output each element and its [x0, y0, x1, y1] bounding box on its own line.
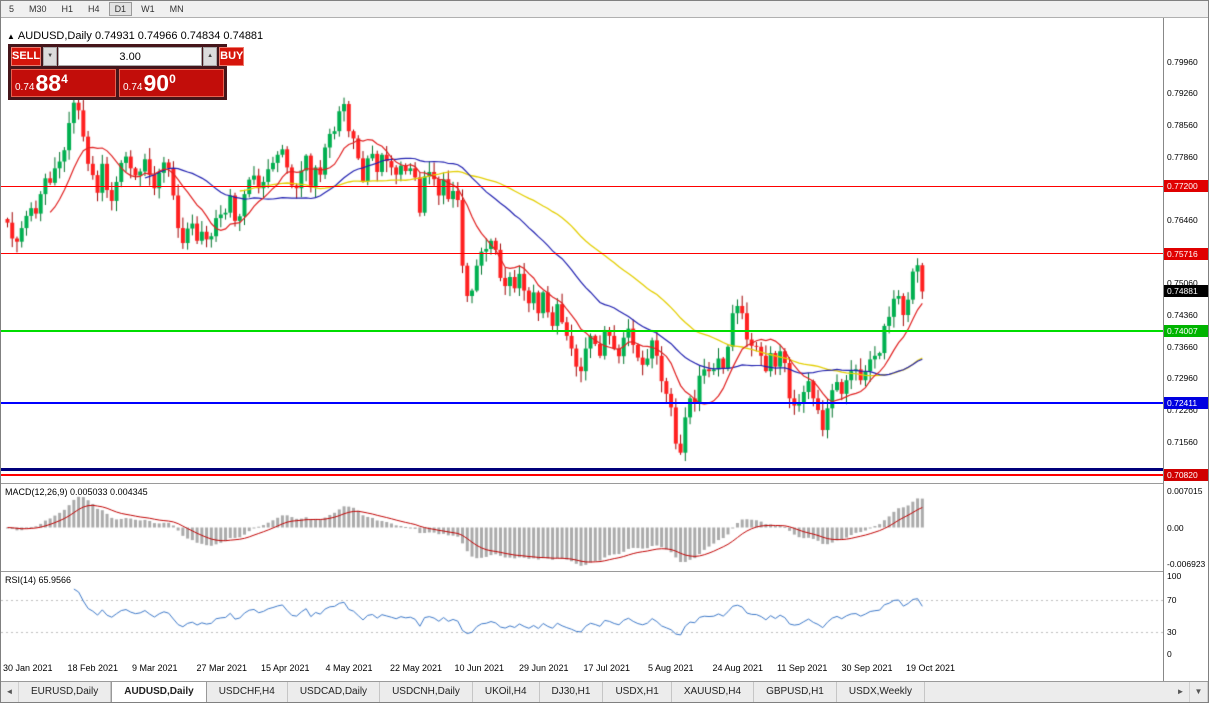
sell-price-prefix: 0.74	[15, 82, 35, 93]
rsi-indicator-label: RSI(14) 65.9566	[5, 575, 72, 585]
buy-price-big-digits: 90	[143, 70, 170, 96]
date-axis-label: 18 Feb 2021	[67, 663, 119, 673]
tab-menu-icon[interactable]: ▼	[1190, 682, 1208, 702]
sell-price-pip-digit: 4	[61, 72, 68, 86]
buy-price-prefix: 0.74	[123, 82, 143, 93]
current-price-badge: 0.74881	[1164, 285, 1208, 298]
chart-ohlc-values: 0.74931 0.74966 0.74834 0.74881	[94, 30, 264, 42]
date-axis-label: 4 May 2021	[325, 663, 373, 673]
price-level-badge: 0.77200	[1164, 180, 1208, 193]
rsi-panel-divider[interactable]	[1, 571, 1165, 572]
buy-price-pip-digit: 0	[169, 72, 176, 86]
volume-stepper: ▼ ▲	[43, 47, 218, 66]
date-axis-label: 5 Aug 2021	[648, 663, 694, 673]
price-axis-label: 0.73660	[1167, 341, 1198, 352]
price-level-badge: 0.72411	[1164, 397, 1208, 410]
chart-symbol-label: AUDUSD,Daily	[17, 30, 92, 42]
date-axis-label: 30 Jan 2021	[3, 663, 53, 673]
horizontal-level-line[interactable]	[1, 474, 1165, 477]
price-axis-label: 0.79260	[1167, 88, 1198, 99]
horizontal-level-line[interactable]	[1, 185, 1165, 187]
sell-price-display[interactable]: 0.74 88 4	[11, 69, 116, 97]
date-axis-label: 27 Mar 2021	[196, 663, 248, 673]
chart-tabs: EURUSD,Daily AUDUSD,Daily USDCHF,H4 USDCAD,…	[19, 682, 926, 702]
rsi-axis-label: 100	[1167, 571, 1182, 581]
date-axis-label: 11 Sep 2021	[777, 663, 828, 673]
timeframe-button-d1[interactable]: D1	[108, 2, 133, 16]
chart-tab-gbpusd-h1[interactable]: GBPUSD,H1	[754, 682, 837, 702]
rsi-axis-label: 30	[1167, 627, 1177, 637]
chart-tab-usdx-weekly[interactable]: USDX,Weekly	[837, 682, 926, 702]
volume-input[interactable]	[58, 47, 203, 66]
chart-tab-bar: ◄ EURUSD,Daily AUDUSD,Daily USDCHF,H4 USDCA…	[1, 681, 1208, 702]
horizontal-level-line[interactable]	[1, 330, 1165, 332]
date-axis-label: 19 Oct 2021	[906, 663, 956, 673]
horizontal-level-line[interactable]	[1, 253, 1165, 255]
rsi-axis-label: 70	[1167, 595, 1177, 605]
chart-tab-usdcad-daily[interactable]: USDCAD,Daily	[288, 682, 381, 702]
chart-region: ▲ AUDUSD,Daily 0.74931 0.74966 0.74834 0.…	[1, 18, 1208, 683]
price-axis-label: 0.75060	[1167, 278, 1198, 289]
price-axis-label: 0.72260	[1167, 405, 1198, 416]
timeframe-button-h4[interactable]: H4	[88, 4, 100, 14]
chart-tab-ukoil-h4[interactable]: UKOil,H4	[473, 682, 540, 702]
buy-button[interactable]: BUY	[219, 47, 245, 66]
date-axis-label: 15 Apr 2021	[261, 663, 310, 673]
buy-price-display[interactable]: 0.74 90 0	[119, 69, 224, 97]
timeframe-toolbar: 5 M30 H1 H4 D1 W1 MN	[1, 1, 1208, 18]
macd-axis-label: -0.006923	[1167, 558, 1206, 569]
timeframe-button-m30[interactable]: M30	[29, 4, 47, 14]
timeframe-button-mn[interactable]: MN	[169, 4, 184, 14]
macd-panel-divider[interactable]	[1, 483, 1165, 484]
one-click-trading-panel: SELL ▼ ▲ BUY 0.74 88 4 0.74	[8, 44, 245, 100]
chart-tab-audusd-daily[interactable]: AUDUSD,Daily	[111, 682, 207, 702]
chart-tab-eurusd-daily[interactable]: EURUSD,Daily	[19, 682, 112, 702]
price-axis-label: 0.71560	[1167, 436, 1198, 447]
price-level-badge: 0.75716	[1164, 247, 1208, 260]
horizontal-level-line[interactable]	[1, 402, 1165, 405]
chart-tab-dj30-h1[interactable]: DJ30,H1	[540, 682, 604, 702]
rsi-axis-label: 0	[1167, 649, 1172, 659]
date-axis-label: 30 Sep 2021	[841, 663, 893, 673]
horizontal-level-line[interactable]	[1, 467, 1165, 471]
timeframe-button-5[interactable]: 5	[9, 4, 15, 14]
chart-plot-area[interactable]: ▲ AUDUSD,Daily 0.74931 0.74966 0.74834 0.…	[1, 18, 1165, 683]
macd-indicator-label: MACD(12,26,9) 0.005033 0.004345	[5, 487, 148, 497]
chart-tab-usdcnh-daily[interactable]: USDCNH,Daily	[380, 682, 473, 702]
chart-symbol-marker-icon: ▲	[7, 32, 15, 41]
date-axis-label: 24 Aug 2021	[712, 663, 764, 673]
timeframe-button-w1[interactable]: W1	[141, 4, 155, 14]
price-axis-label: 0.79960	[1167, 56, 1198, 67]
sell-button[interactable]: SELL	[11, 47, 42, 66]
macd-axis-label: 0.00	[1167, 522, 1184, 533]
price-axis-label: 0.78560	[1167, 119, 1198, 130]
price-axis-label: 0.74360	[1167, 310, 1198, 320]
timeframe-button-h1[interactable]: H1	[61, 4, 74, 14]
date-axis-label: 17 Jul 2021	[583, 663, 631, 673]
chart-tab-xauusd-h4[interactable]: XAUUSD,H4	[672, 682, 755, 702]
volume-decrease-icon[interactable]: ▼	[43, 47, 58, 66]
volume-increase-icon[interactable]: ▲	[203, 47, 218, 66]
price-level-badge: 0.74007	[1164, 325, 1208, 337]
macd-axis-label: 0.007015	[1167, 486, 1203, 496]
sell-price-big-digits: 88	[35, 70, 62, 96]
date-axis[interactable]: 30 Jan 2021 18 Feb 2021 9 Mar 2021 27 Mar 2…	[1, 658, 1165, 683]
tab-scroll-right-icon[interactable]: ►	[1172, 682, 1190, 702]
chart-tab-usdx-h1[interactable]: USDX,H1	[603, 682, 672, 702]
date-axis-label: 9 Mar 2021	[132, 663, 178, 673]
chart-canvas[interactable]	[1, 18, 1165, 658]
chart-tab-usdchf-h4[interactable]: USDCHF,H4	[207, 682, 288, 702]
tab-bar-spacer	[925, 682, 1172, 702]
price-axis[interactable]: 0.799600.792600.785600.778600.771600.764…	[1163, 18, 1208, 681]
price-axis-label: 0.77860	[1167, 151, 1198, 162]
chart-title: ▲ AUDUSD,Daily 0.74931 0.74966 0.74834 0.…	[7, 30, 263, 42]
price-axis-label: 0.76460	[1167, 214, 1198, 225]
tab-scroll-left-icon[interactable]: ◄	[1, 682, 19, 702]
date-axis-label: 22 May 2021	[390, 663, 443, 673]
price-axis-label: 0.72960	[1167, 373, 1198, 384]
date-axis-label: 29 Jun 2021	[519, 663, 569, 673]
date-axis-label: 10 Jun 2021	[454, 663, 505, 673]
price-level-badge: 0.70820	[1164, 469, 1208, 482]
